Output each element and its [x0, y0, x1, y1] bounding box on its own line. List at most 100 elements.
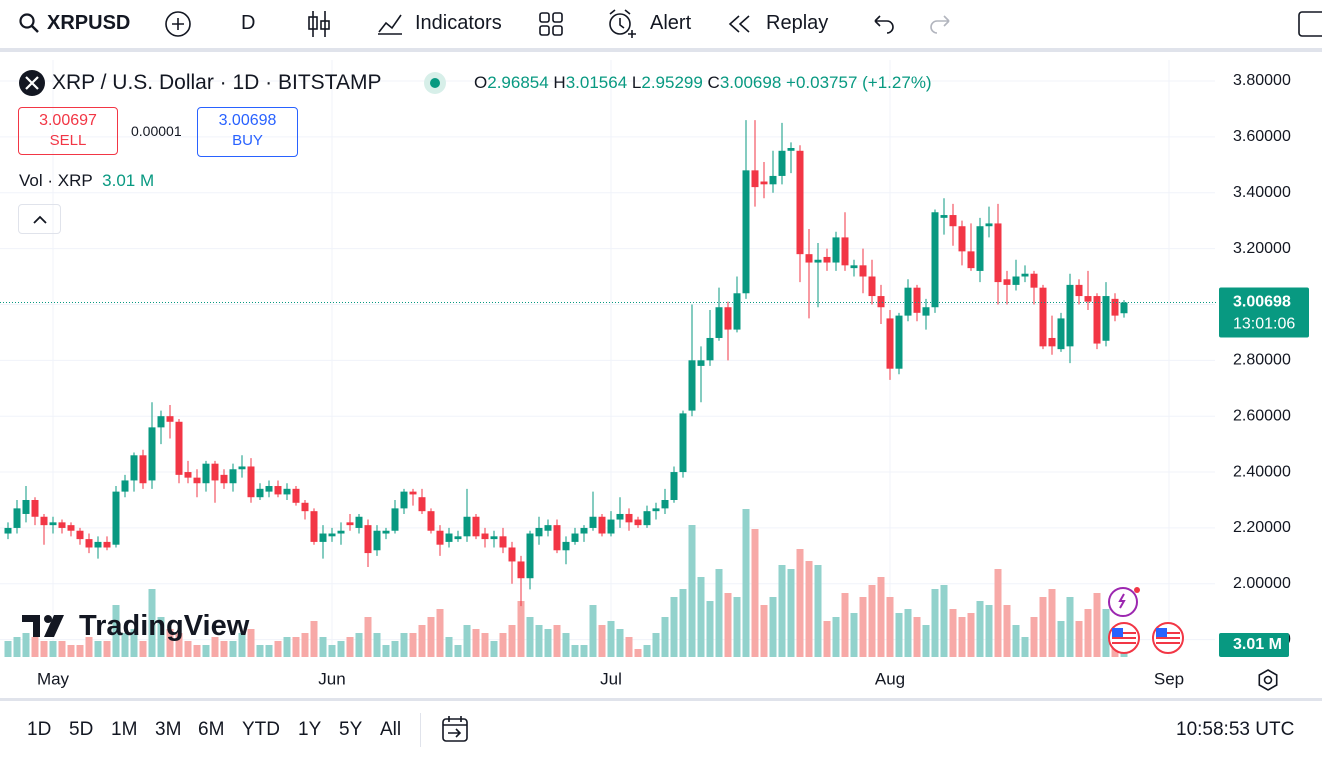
volume-bar [1003, 605, 1011, 657]
candle-body [643, 511, 651, 526]
y-tick-label: 2.20000 [1233, 519, 1291, 536]
candle-body [688, 360, 696, 411]
candle-body [868, 276, 876, 297]
candle-body [607, 519, 615, 534]
layouts[interactable] [539, 12, 565, 38]
volume-bar [1021, 637, 1029, 657]
range-button[interactable]: 3M [155, 719, 182, 740]
volume-bar [697, 577, 705, 657]
range-button[interactable]: 1D [27, 719, 52, 740]
indicators-icon[interactable] [376, 10, 404, 38]
candle-body [733, 293, 741, 330]
candle-body [31, 499, 39, 517]
volume-bar [715, 569, 723, 657]
volume-bar [121, 633, 129, 657]
sell-price[interactable]: 3.00697 [39, 112, 97, 129]
undo-redo[interactable] [872, 13, 952, 35]
candle-body [67, 525, 75, 531]
fullscreen[interactable] [1298, 11, 1322, 37]
ohlc-letter: O [474, 73, 488, 92]
y-tick-label: 2.40000 [1233, 463, 1291, 480]
search-icon[interactable] [18, 12, 40, 34]
volume-bar [868, 585, 876, 657]
sell-button[interactable]: 3.00697 SELL [18, 107, 118, 155]
candle-body [958, 226, 966, 252]
clock: 10:58:53 UTC [1176, 719, 1295, 740]
candle-body [1120, 302, 1128, 314]
candle-body [247, 466, 255, 498]
candle-body [499, 536, 507, 548]
replay[interactable]: Replay [766, 12, 829, 34]
replay-icon[interactable] [728, 14, 752, 34]
range-button[interactable]: 1M [111, 719, 138, 740]
volume-bar [58, 641, 66, 657]
volume-bar [499, 633, 507, 657]
goto-date[interactable] [440, 714, 470, 744]
candle-body [949, 215, 957, 227]
volume-bar [778, 565, 786, 657]
volume-bar [301, 633, 309, 657]
x-tick-label: May [37, 669, 70, 688]
collapse-legend[interactable] [18, 204, 61, 234]
candle-body [976, 226, 984, 271]
event-icons[interactable] [1100, 586, 1190, 658]
candle-body [841, 237, 849, 266]
candle-body [652, 508, 660, 512]
candle-body [661, 499, 669, 509]
alert-icon[interactable] [606, 8, 638, 40]
y-tick-label: 3.60000 [1233, 128, 1291, 145]
candle-body [697, 360, 705, 366]
sell-label[interactable]: SELL [49, 132, 87, 149]
candle-body [508, 547, 516, 562]
plot-area [0, 56, 1322, 698]
volume-bar [130, 629, 138, 657]
symbol-logo [19, 70, 45, 96]
volume-bar [724, 593, 732, 657]
volume-bar [490, 641, 498, 657]
candle-body [742, 170, 750, 294]
y-tick-label: 2.80000 [1233, 352, 1291, 369]
volume-bar [328, 645, 336, 657]
close-value: 3.00698 [719, 73, 782, 92]
volume-bar [661, 617, 669, 657]
candle-body [229, 469, 237, 484]
volume-bar [544, 629, 552, 657]
candle-body [1066, 284, 1074, 347]
buy-price[interactable]: 3.00698 [218, 112, 277, 129]
volume-bar [850, 613, 858, 657]
volume-bar [319, 637, 327, 657]
alert[interactable]: Alert [650, 12, 692, 34]
y-tick-label: 3.20000 [1233, 240, 1291, 257]
candle-body [283, 488, 291, 495]
candle-body [4, 527, 12, 534]
candle-body [139, 455, 147, 484]
volume-bar [877, 577, 885, 657]
volume-bar [895, 613, 903, 657]
range-button[interactable]: 5D [69, 719, 94, 740]
range-button[interactable]: 5Y [339, 719, 363, 740]
volume-bar [157, 617, 165, 657]
chart-style[interactable] [307, 9, 331, 39]
volume-pane [4, 509, 1128, 657]
indicators[interactable]: Indicators [415, 12, 502, 34]
candle-body [202, 463, 210, 484]
range-button[interactable]: YTD [242, 719, 280, 740]
buy-label[interactable]: BUY [232, 132, 263, 149]
symbol[interactable]: XRPUSD [47, 12, 131, 34]
interval[interactable]: D [241, 12, 256, 34]
range-button[interactable]: All [380, 719, 402, 740]
settings[interactable] [1256, 668, 1280, 692]
bottom-divider [0, 698, 1322, 701]
candle-body [724, 307, 732, 330]
add-symbol[interactable] [164, 10, 192, 38]
volume-bar [796, 549, 804, 657]
range-button[interactable]: 6M [198, 719, 225, 740]
volume-bar [346, 637, 354, 657]
volume-bar [355, 633, 363, 657]
volume-bar [472, 629, 480, 657]
volume-bar [859, 597, 867, 657]
candle-body [778, 150, 786, 176]
volume-bar [40, 641, 48, 657]
buy-button[interactable]: 3.00698 BUY [197, 107, 298, 157]
range-button[interactable]: 1Y [298, 719, 322, 740]
